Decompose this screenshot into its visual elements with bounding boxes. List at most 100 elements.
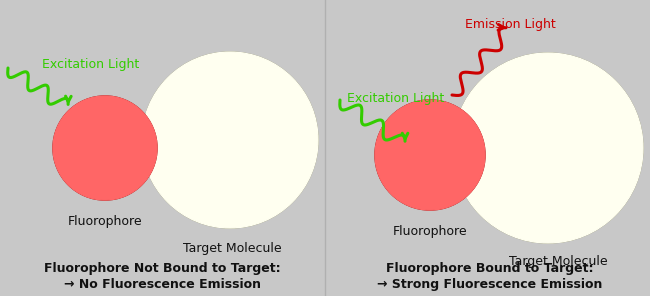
Circle shape (474, 71, 606, 203)
Circle shape (399, 125, 439, 164)
Circle shape (177, 83, 254, 160)
Circle shape (160, 67, 286, 194)
Circle shape (68, 112, 127, 170)
Circle shape (73, 117, 118, 162)
Circle shape (147, 56, 309, 219)
Circle shape (382, 107, 472, 197)
Circle shape (190, 94, 231, 135)
Circle shape (471, 68, 612, 209)
Text: → No Fluorescence Emission: → No Fluorescence Emission (64, 278, 261, 291)
Circle shape (70, 113, 125, 169)
Circle shape (77, 120, 111, 155)
Circle shape (411, 136, 416, 142)
Circle shape (393, 119, 450, 175)
Circle shape (458, 57, 634, 233)
Circle shape (79, 123, 106, 150)
Circle shape (72, 116, 120, 164)
Circle shape (200, 102, 214, 116)
Text: Fluorophore Not Bound to Target:: Fluorophore Not Bound to Target: (44, 262, 280, 275)
Circle shape (499, 92, 562, 156)
Circle shape (479, 76, 596, 193)
Circle shape (506, 98, 549, 142)
Circle shape (465, 64, 621, 219)
Circle shape (476, 73, 603, 199)
Circle shape (155, 63, 295, 203)
Circle shape (55, 98, 153, 197)
Circle shape (478, 74, 599, 196)
Circle shape (192, 95, 228, 131)
Circle shape (508, 100, 547, 139)
Circle shape (74, 118, 116, 160)
Circle shape (389, 115, 457, 183)
Circle shape (411, 138, 414, 140)
Circle shape (409, 135, 420, 146)
Circle shape (196, 98, 223, 125)
Circle shape (168, 74, 272, 178)
Text: Emission Light: Emission Light (465, 18, 555, 31)
Circle shape (375, 100, 485, 210)
Circle shape (77, 121, 109, 153)
Circle shape (142, 52, 318, 228)
Circle shape (402, 128, 433, 159)
Circle shape (462, 61, 627, 226)
Circle shape (53, 96, 157, 200)
Circle shape (60, 104, 143, 186)
Circle shape (194, 97, 226, 128)
Circle shape (378, 103, 480, 205)
Circle shape (456, 56, 637, 236)
Circle shape (183, 87, 246, 150)
Circle shape (189, 93, 234, 138)
Circle shape (383, 108, 470, 195)
Text: → Strong Fluorescence Emission: → Strong Fluorescence Emission (377, 278, 603, 291)
Circle shape (473, 70, 608, 206)
Circle shape (64, 107, 136, 179)
Circle shape (495, 89, 568, 162)
Circle shape (518, 109, 528, 119)
Circle shape (158, 66, 289, 197)
Circle shape (484, 80, 587, 183)
Text: Fluorophore Bound to Target:: Fluorophore Bound to Target: (386, 262, 593, 275)
Circle shape (163, 70, 280, 188)
Circle shape (516, 107, 531, 122)
Circle shape (401, 127, 435, 160)
Circle shape (161, 69, 283, 191)
Circle shape (166, 73, 275, 181)
Circle shape (467, 65, 618, 216)
Circle shape (164, 72, 278, 184)
Circle shape (400, 126, 437, 162)
Circle shape (66, 110, 131, 174)
Circle shape (65, 108, 134, 178)
Circle shape (385, 111, 465, 190)
Circle shape (144, 53, 315, 225)
Circle shape (455, 54, 640, 240)
Circle shape (171, 77, 266, 172)
Circle shape (405, 131, 427, 153)
Circle shape (62, 105, 139, 183)
Circle shape (375, 100, 485, 210)
Circle shape (61, 104, 141, 184)
Circle shape (385, 110, 467, 192)
Circle shape (84, 128, 97, 141)
Circle shape (157, 65, 292, 200)
Circle shape (173, 78, 263, 169)
Circle shape (58, 101, 148, 191)
Circle shape (148, 58, 306, 215)
Circle shape (389, 114, 459, 184)
Circle shape (488, 83, 580, 176)
Circle shape (199, 101, 217, 119)
Circle shape (68, 111, 129, 172)
Circle shape (181, 86, 249, 153)
Circle shape (80, 124, 104, 148)
Circle shape (483, 79, 590, 186)
Circle shape (150, 59, 304, 213)
Circle shape (404, 130, 429, 155)
Circle shape (460, 59, 630, 230)
Circle shape (70, 114, 124, 167)
Circle shape (81, 125, 103, 146)
Circle shape (379, 104, 478, 203)
Circle shape (380, 105, 476, 201)
Circle shape (202, 104, 211, 113)
Circle shape (381, 106, 474, 199)
Circle shape (186, 90, 240, 144)
Circle shape (174, 80, 260, 166)
